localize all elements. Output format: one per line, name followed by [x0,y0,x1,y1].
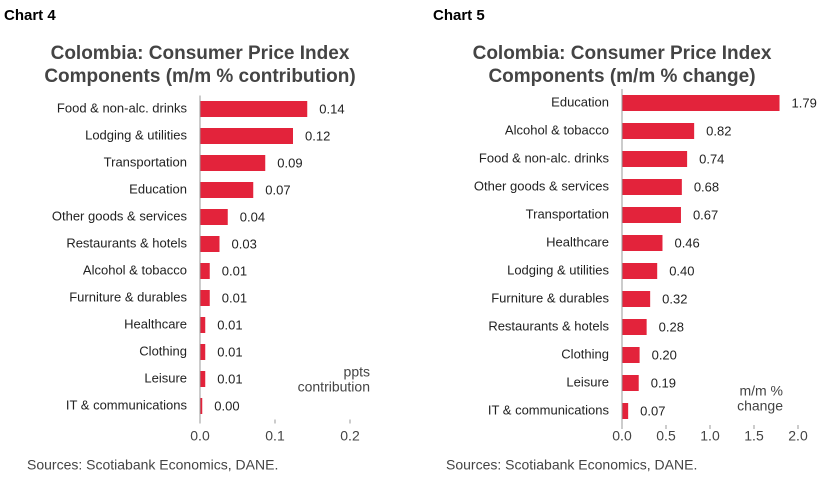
category-label: Restaurants & hotels [488,318,609,333]
value-label: 0.68 [694,179,719,194]
value-label: 0.03 [232,236,257,251]
x-tick-label: 1.0 [700,428,720,444]
chart-title: Colombia: Consumer Price Index [473,43,772,64]
category-label: Food & non-alc. drinks [479,150,610,165]
chart-title: Colombia: Consumer Price Index [51,43,350,64]
axis-annotation: change [737,398,783,414]
axis-annotation: contribution [298,379,370,395]
category-label: Clothing [561,346,609,361]
value-label: 0.01 [217,371,242,386]
value-label: 0.32 [662,291,687,306]
value-label: 0.46 [674,235,699,250]
x-tick-label: 0.0 [612,428,632,444]
bar [622,179,682,195]
category-label: Transportation [526,206,609,221]
category-label: IT & communications [66,397,188,412]
value-label: 0.20 [652,347,677,362]
axis-annotation: m/m % [739,383,783,399]
category-label: IT & communications [488,402,610,417]
category-label: Lodging & utilities [507,262,609,277]
x-tick-label: 0.0 [190,428,210,444]
category-label: Other goods & services [52,208,188,223]
bar [622,95,780,111]
value-label: 0.01 [217,317,242,332]
bar [200,182,254,198]
bar [622,151,688,167]
bar [200,101,308,117]
source-note: Sources: Scotiabank Economics, DANE. [27,457,278,473]
value-label: 0.07 [265,182,290,197]
source-note: Sources: Scotiabank Economics, DANE. [446,457,697,473]
value-label: 0.00 [214,398,239,413]
bar [622,123,695,139]
bar [622,403,629,419]
bar [622,375,639,391]
bar [200,344,206,360]
value-label: 0.28 [659,319,684,334]
bar [622,235,663,251]
chart-title: Components (m/m % contribution) [44,66,355,87]
category-label: Restaurants & hotels [66,235,187,250]
category-label: Lodging & utilities [85,127,187,142]
value-label: 0.09 [277,155,302,170]
bar [200,371,206,387]
bar [622,347,640,363]
value-label: 1.79 [792,95,817,110]
bar [622,291,651,307]
bar [200,155,266,171]
bar [200,236,220,252]
value-label: 0.82 [706,123,731,138]
chart-title: Components (m/m % change) [488,66,755,87]
category-label: Leisure [144,370,187,385]
value-label: 0.07 [640,403,665,418]
category-label: Alcohol & tobacco [83,262,187,277]
category-label: Transportation [104,154,187,169]
bar [622,263,658,279]
category-label: Healthcare [546,234,609,249]
x-tick-label: 2.0 [788,428,808,444]
category-label: Furniture & durables [491,290,609,305]
value-label: 0.04 [240,209,265,224]
bar [200,398,203,414]
bar [200,209,228,225]
category-label: Education [551,94,609,109]
x-tick-label: 0.2 [340,428,360,444]
value-label: 0.67 [693,207,718,222]
bar [622,207,681,223]
value-label: 0.40 [669,263,694,278]
category-label: Education [129,181,187,196]
value-label: 0.14 [319,101,344,116]
value-label: 0.74 [699,151,724,166]
value-label: 0.01 [222,263,247,278]
x-tick-label: 1.5 [744,428,764,444]
category-label: Alcohol & tobacco [505,122,609,137]
value-label: 0.01 [222,290,247,305]
value-label: 0.19 [651,375,676,390]
category-label: Furniture & durables [69,289,187,304]
bar [622,319,647,335]
x-tick-label: 0.5 [656,428,676,444]
chart-label: Chart 4 [4,7,56,24]
x-tick-label: 0.1 [265,428,285,444]
bar [200,128,293,144]
category-label: Clothing [139,343,187,358]
bar [200,263,210,279]
value-label: 0.01 [217,344,242,359]
bar [200,317,206,333]
category-label: Food & non-alc. drinks [57,100,188,115]
bar [200,290,210,306]
category-label: Other goods & services [474,178,610,193]
value-label: 0.12 [305,128,330,143]
category-label: Healthcare [124,316,187,331]
chart-label: Chart 5 [433,7,485,24]
axis-annotation: ppts [344,364,370,380]
category-label: Leisure [566,374,609,389]
